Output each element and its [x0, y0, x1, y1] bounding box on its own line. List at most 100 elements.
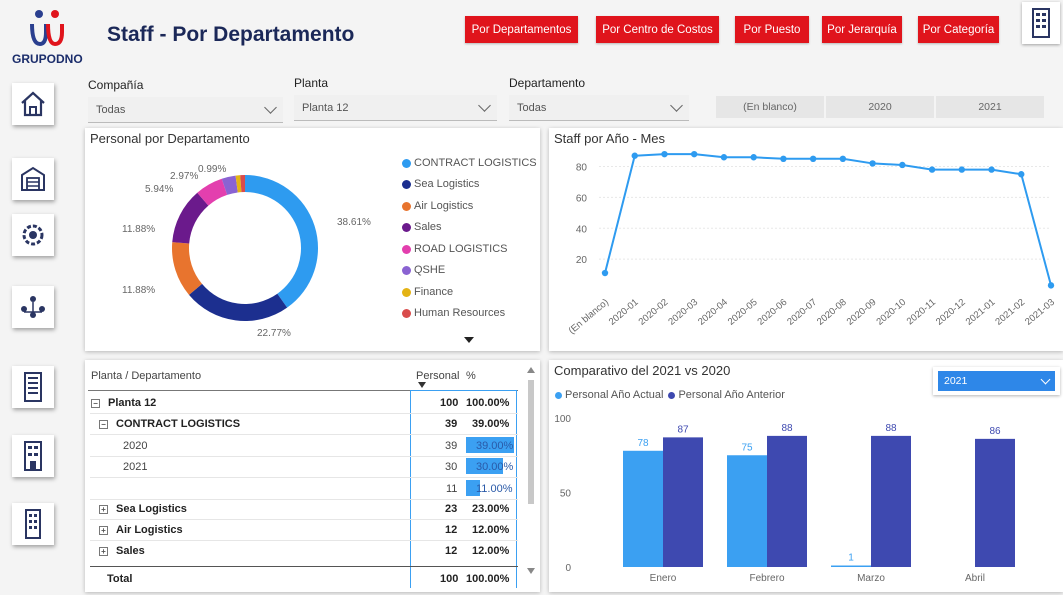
- donut-slice[interactable]: [245, 175, 318, 308]
- line-data-point[interactable]: [809, 155, 817, 163]
- table-header-pct[interactable]: %: [466, 370, 476, 382]
- row-label: Air Logistics: [116, 524, 183, 536]
- expand-icon[interactable]: +: [99, 525, 108, 535]
- table-row-label[interactable]: 2020: [123, 440, 148, 452]
- table-row[interactable]: + Sea Logistics: [99, 503, 187, 515]
- legend-item[interactable]: Finance: [402, 286, 453, 298]
- line-data-point[interactable]: [928, 166, 936, 173]
- pct-databar: [466, 480, 480, 496]
- legend-label-actual[interactable]: Personal Año Actual: [565, 389, 664, 401]
- x-tick-label: 2021-03: [1023, 297, 1057, 328]
- sidebar-people-button[interactable]: [12, 286, 54, 328]
- bar-previous[interactable]: [975, 438, 1015, 567]
- line-data-point[interactable]: [661, 150, 668, 158]
- plant-filter-select[interactable]: Planta 12: [294, 95, 497, 121]
- line-data-point[interactable]: [988, 166, 995, 173]
- table-header-name[interactable]: Planta / Departamento: [91, 370, 202, 382]
- line-data-point[interactable]: [958, 166, 965, 173]
- company-filter-select[interactable]: Todas: [88, 97, 283, 123]
- legend-item[interactable]: CONTRACT LOGISTICS: [402, 157, 537, 169]
- donut-slice[interactable]: [172, 192, 209, 244]
- building-corner-button[interactable]: [1022, 2, 1060, 44]
- table-row[interactable]: + Sales: [99, 545, 145, 557]
- department-filter-select[interactable]: Todas: [509, 95, 689, 121]
- year-chip-2020[interactable]: 2020: [826, 96, 934, 118]
- line-data-point[interactable]: [899, 161, 906, 169]
- row-personal: 23: [445, 503, 458, 515]
- x-tick-label: 2020-04: [696, 297, 730, 328]
- scroll-up-icon[interactable]: [527, 367, 535, 373]
- x-tick-label: 2020-08: [815, 297, 849, 328]
- table-header-personal[interactable]: Personal: [416, 370, 460, 382]
- legend-item[interactable]: Air Logistics: [402, 200, 473, 212]
- legend-label-previous[interactable]: Personal Año Anterior: [678, 389, 785, 401]
- bar-actual[interactable]: [727, 455, 767, 567]
- table-row[interactable]: + Air Logistics: [99, 524, 183, 536]
- donut-slice[interactable]: [197, 178, 228, 206]
- table-scrollbar[interactable]: [526, 364, 536, 588]
- line-data-point[interactable]: [631, 152, 638, 159]
- bar-actual[interactable]: [831, 565, 871, 568]
- scroll-thumb[interactable]: [528, 380, 534, 504]
- legend-scroll-down-icon[interactable]: [464, 336, 474, 344]
- nav-por-centro-costos-button[interactable]: Por Centro de Costos: [596, 16, 719, 43]
- expand-icon[interactable]: +: [99, 504, 108, 514]
- line-data-point[interactable]: [869, 160, 876, 167]
- x-tick-label: 2020-03: [666, 297, 700, 328]
- legend-swatch: [402, 201, 411, 211]
- table-row-label[interactable]: 2021: [123, 461, 148, 473]
- line-data-point[interactable]: [720, 154, 728, 161]
- table-row[interactable]: − CONTRACT LOGISTICS: [99, 418, 240, 430]
- nav-por-categoria-button[interactable]: Por Categoría: [918, 16, 999, 43]
- collapse-icon[interactable]: −: [91, 398, 100, 408]
- sort-desc-icon[interactable]: [418, 382, 426, 388]
- legend-item[interactable]: ROAD LOGISTICS: [402, 243, 508, 255]
- sidebar-building-button-1[interactable]: [12, 366, 54, 408]
- donut-slice[interactable]: [172, 242, 203, 295]
- line-data-point[interactable]: [601, 269, 609, 277]
- sidebar-warehouse-button[interactable]: [12, 158, 54, 200]
- line-data-point[interactable]: [1047, 282, 1055, 289]
- bar-previous[interactable]: [871, 435, 911, 567]
- donut-data-label: 11.88%: [122, 224, 155, 235]
- row-divider: [90, 456, 518, 457]
- x-tick-label: 2020-09: [845, 297, 879, 328]
- bar-actual[interactable]: [623, 450, 663, 567]
- scroll-down-icon[interactable]: [527, 568, 535, 574]
- year-chip-blank[interactable]: (En blanco): [716, 96, 824, 118]
- line-data-point[interactable]: [691, 150, 698, 158]
- line-data-point[interactable]: [750, 154, 757, 161]
- nav-por-departamentos-button[interactable]: Por Departamentos: [465, 16, 578, 43]
- x-tick-label: 2021-01: [964, 297, 998, 328]
- sidebar-building-button-2[interactable]: [12, 435, 54, 477]
- sidebar-settings-button[interactable]: [12, 214, 54, 256]
- nav-por-jerarquia-button[interactable]: Por Jerarquía: [822, 16, 902, 43]
- row-divider: [90, 499, 518, 500]
- legend-item[interactable]: Sea Logistics: [402, 178, 479, 190]
- nav-por-puesto-button[interactable]: Por Puesto: [735, 16, 809, 43]
- sidebar-home-button[interactable]: [12, 83, 54, 125]
- expand-icon[interactable]: +: [99, 546, 108, 556]
- donut-slice[interactable]: [235, 175, 242, 193]
- line-data-point[interactable]: [1018, 171, 1025, 178]
- table-row[interactable]: − Planta 12: [91, 397, 156, 409]
- legend-item[interactable]: Sales: [402, 221, 442, 233]
- donut-data-label: 2.97%: [170, 171, 198, 182]
- bar-data-label: 88: [781, 423, 793, 434]
- donut-slice[interactable]: [188, 283, 288, 321]
- x-tick-label: 2020-01: [607, 297, 641, 328]
- legend-item[interactable]: Human Resources: [402, 307, 505, 319]
- bar-previous[interactable]: [767, 435, 807, 567]
- row-pct: 39.00%: [472, 418, 510, 430]
- bar-previous[interactable]: [663, 437, 703, 567]
- collapse-icon[interactable]: −: [99, 419, 108, 429]
- sidebar-building-button-3[interactable]: [12, 503, 54, 545]
- year-chip-2021[interactable]: 2021: [936, 96, 1044, 118]
- year-dropdown[interactable]: 2021: [933, 367, 1060, 395]
- row-pct: 12.00%: [472, 524, 510, 536]
- line-data-point[interactable]: [839, 155, 847, 163]
- donut-slice[interactable]: [221, 175, 238, 195]
- legend-item[interactable]: QSHE: [402, 264, 445, 276]
- line-data-point[interactable]: [780, 155, 787, 163]
- donut-slice[interactable]: [240, 175, 245, 193]
